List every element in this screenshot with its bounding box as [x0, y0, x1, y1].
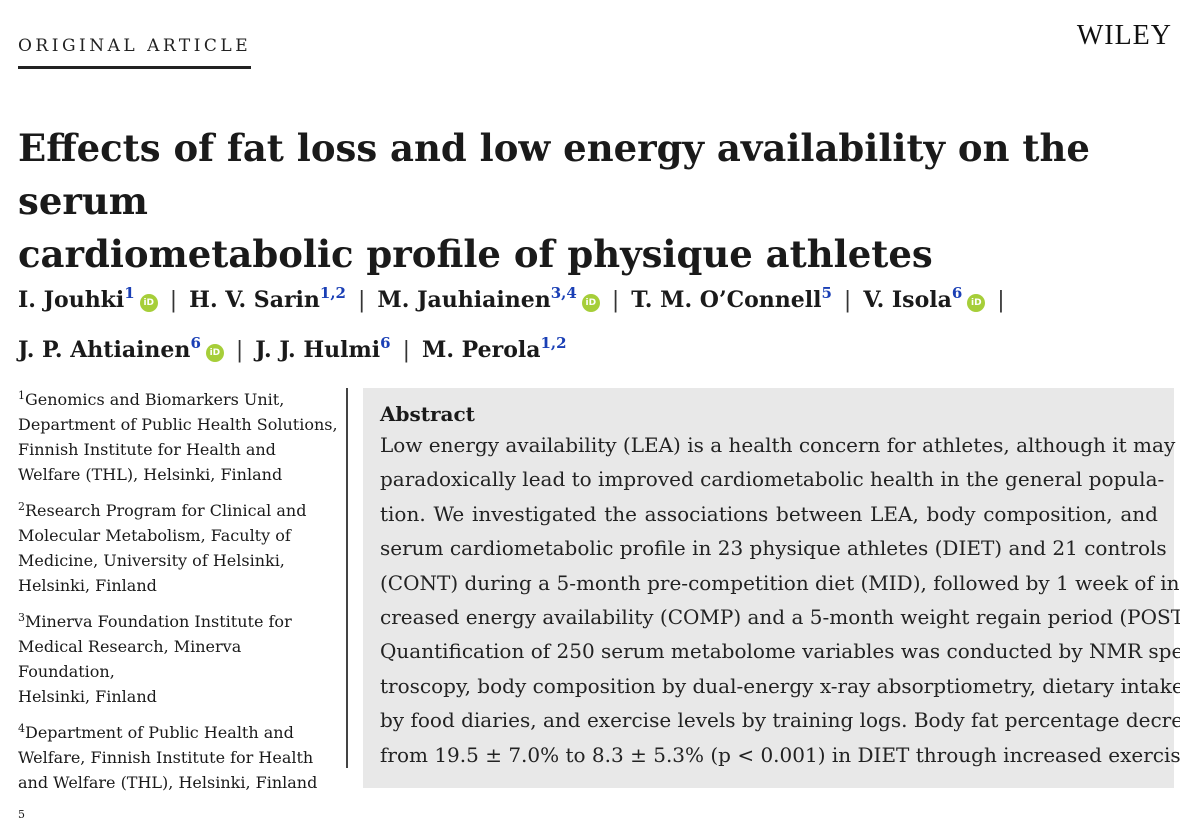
affiliation-line: Department of Public Health and: [25, 723, 294, 742]
affiliation-line: Minerva Foundation Institute for: [25, 612, 292, 631]
affiliation-item: 4Department of Public Health and Welfare,…: [18, 716, 338, 795]
affiliation-line: Genomics and Biomarkers Unit,: [25, 390, 285, 409]
abstract-line: Quantification of 250 serum metabolome v…: [380, 639, 1180, 664]
author-name-text: M. Jauhiainen: [377, 287, 551, 313]
abstract-line: tion. We investigated the associations b…: [380, 501, 1158, 526]
affiliation-line: Medicine, University of Helsinki,: [18, 551, 285, 570]
author-name[interactable]: I. Jouhki1iD: [18, 284, 158, 313]
author-separator: |: [169, 288, 178, 313]
abstract-line: troscopy, body composition by dual-energ…: [380, 673, 1180, 698]
abstract-line: by food diaries, and exercise levels by …: [380, 708, 1180, 733]
affiliation-line: Medical Research, Minerva Foundation,: [18, 637, 242, 681]
affiliation-item: 2Research Program for Clinical and Molecu…: [18, 494, 338, 598]
abstract-line: creased energy availability (COMP) and a…: [380, 605, 1180, 630]
author-name-text: V. Isola: [863, 287, 952, 313]
title-line: cardiometabolic profile of physique athl…: [18, 232, 933, 276]
author-name-text: J. P. Ahtiainen: [18, 337, 191, 363]
author-separator: |: [235, 338, 244, 363]
orcid-icon[interactable]: iD: [205, 344, 224, 362]
affiliation-ref[interactable]: 3,4: [550, 284, 577, 302]
column-divider: [346, 388, 348, 768]
affiliation-line: Welfare, Finnish Institute for Health: [18, 748, 314, 767]
affiliation-line: Helsinki, Finland: [18, 576, 157, 595]
author-list: I. Jouhki1iD | H. V. Sarin1,2 | M. Jauhiaine…: [18, 272, 1168, 372]
affiliation-ref[interactable]: 5: [821, 284, 832, 302]
author-name[interactable]: M. Perola1,2: [421, 334, 567, 363]
author-name-text: M. Perola: [421, 337, 541, 363]
author-separator: |: [358, 288, 366, 313]
title-line: Effects of fat loss and low energy avail…: [18, 126, 1090, 223]
article-type-label: ORIGINAL ARTICLE: [18, 36, 252, 69]
affiliation-ref[interactable]: 1,2: [319, 284, 346, 302]
author-separator: |: [997, 288, 1005, 313]
author-name[interactable]: J. P. Ahtiainen6iD: [18, 334, 224, 363]
affiliation-item: 1Genomics and Biomarkers Unit, Department…: [18, 383, 338, 487]
abstract-line: from 19.5 ± 7.0% to 8.3 ± 5.3% (p < 0.00…: [380, 742, 1180, 767]
author-separator: |: [611, 288, 620, 313]
affiliation-line: Department of Public Health Solutions,: [18, 415, 338, 434]
affiliation-ref[interactable]: 6: [380, 334, 391, 352]
affiliation-line: Molecular Metabolism, Faculty of: [18, 526, 291, 545]
orcid-icon[interactable]: iD: [581, 294, 600, 312]
publisher-logo: WILEY: [1076, 20, 1172, 51]
affiliation-item: 3Minerva Foundation Institute for Medical…: [18, 605, 338, 709]
abstract-heading: Abstract: [380, 402, 475, 426]
author-separator: |: [402, 338, 410, 363]
author-name[interactable]: V. Isola6iD: [863, 284, 986, 313]
affiliation-number: 2: [18, 500, 25, 513]
affiliation-ref[interactable]: 1: [124, 284, 135, 302]
affiliation-ref[interactable]: 6: [951, 284, 963, 302]
author-name[interactable]: H. V. Sarin1,2: [189, 284, 346, 313]
author-name[interactable]: M. Jauhiainen3,4iD: [377, 284, 600, 313]
author-name[interactable]: J. J. Hulmi6: [255, 334, 391, 363]
abstract-line: (CONT) during a 5-month pre-competition …: [380, 570, 1180, 595]
affiliation-item: 5: [18, 802, 338, 831]
affiliation-list: 1Genomics and Biomarkers Unit, Department…: [18, 383, 338, 838]
affiliation-number: 1: [18, 389, 25, 402]
affiliation-number: 4: [18, 722, 25, 735]
author-name-text: J. J. Hulmi: [255, 337, 381, 363]
author-name-text: T. M. O’Connell: [631, 287, 822, 313]
abstract-line: Low energy availability (LEA) is a healt…: [380, 433, 1176, 457]
affiliation-number: 5: [18, 808, 25, 821]
orcid-icon[interactable]: iD: [139, 294, 158, 312]
affiliation-line: Helsinki, Finland: [18, 687, 157, 706]
abstract-text: Low energy availability (LEA) is a healt…: [380, 428, 1180, 772]
affiliation-ref[interactable]: 1,2: [540, 334, 567, 352]
affiliation-line: Research Program for Clinical and: [25, 501, 307, 520]
abstract-box: Abstract Low energy availability (LEA) i…: [363, 388, 1180, 788]
orcid-icon[interactable]: iD: [967, 294, 986, 312]
abstract-line: serum cardiometabolic profile in 23 phys…: [380, 536, 1167, 561]
author-separator: |: [843, 288, 852, 313]
author-name-text: H. V. Sarin: [189, 287, 320, 313]
author-name-text: I. Jouhki: [18, 287, 125, 313]
article-title: Effects of fat loss and low energy avail…: [18, 122, 1168, 281]
affiliation-number: 3: [18, 611, 25, 624]
affiliation-line: and Welfare (THL), Helsinki, Finland: [18, 773, 318, 792]
abstract-line: paradoxically lead to improved cardiomet…: [380, 467, 1165, 492]
author-name[interactable]: T. M. O’Connell5: [631, 284, 832, 313]
affiliation-line: Welfare (THL), Helsinki, Finland: [18, 465, 283, 484]
affiliation-line: Finnish Institute for Health and: [18, 440, 276, 459]
affiliation-ref[interactable]: 6: [190, 334, 201, 352]
